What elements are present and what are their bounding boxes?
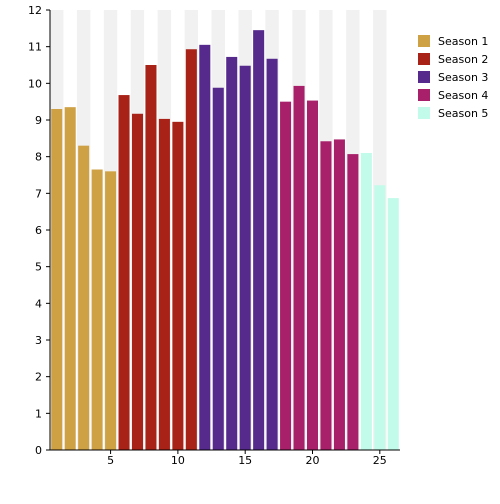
x-tick-label: 10 (171, 454, 185, 467)
bar (306, 100, 319, 451)
bar (293, 85, 305, 451)
y-tick-label: 9 (35, 114, 42, 127)
legend-label: Season 2 (438, 52, 489, 66)
bar (64, 107, 76, 451)
legend-item: Season 5 (418, 104, 488, 122)
legend-swatch (418, 53, 430, 65)
legend-item: Season 3 (418, 68, 488, 86)
y-tick-label: 11 (28, 41, 42, 54)
legend-item: Season 4 (418, 86, 488, 104)
legend-label: Season 5 (438, 106, 489, 120)
y-tick-label: 0 (35, 444, 42, 457)
bar (360, 153, 372, 450)
bar (51, 109, 63, 450)
bar (333, 139, 345, 450)
legend-label: Season 3 (438, 70, 489, 84)
legend-item: Season 1 (418, 32, 488, 50)
legend-swatch (418, 89, 430, 101)
bars (51, 30, 399, 451)
bar (145, 65, 157, 450)
y-tick-label: 5 (35, 261, 42, 274)
bar (105, 171, 117, 451)
bar (199, 44, 211, 450)
x-tick-label: 5 (107, 454, 114, 467)
y-tick-label: 4 (35, 297, 42, 310)
bar (185, 49, 197, 450)
legend-label: Season 1 (438, 34, 489, 48)
legend-swatch (418, 71, 430, 83)
y-tick-label: 1 (35, 407, 42, 420)
y-tick-label: 12 (28, 4, 42, 17)
bar (91, 169, 103, 450)
bar (347, 154, 359, 450)
y-tick-label: 8 (35, 151, 42, 164)
bar (131, 113, 144, 451)
bar (226, 56, 238, 450)
bar (374, 185, 386, 450)
bar (158, 118, 170, 451)
bar (253, 30, 265, 451)
y-tick-label: 7 (35, 187, 42, 200)
y-tick-label: 3 (35, 334, 42, 347)
legend: Season 1 Season 2 Season 3 Season 4 Season 5 (418, 32, 488, 122)
legend-label: Season 4 (438, 88, 489, 102)
legend-item: Season 2 (418, 50, 488, 68)
bar (387, 198, 399, 450)
bar (320, 141, 332, 450)
y-tick-label: 6 (35, 224, 42, 237)
bar (280, 101, 292, 451)
bar (266, 58, 278, 451)
bar (212, 87, 224, 450)
legend-swatch (418, 35, 430, 47)
x-tick-label: 25 (373, 454, 387, 467)
x-tick-label: 15 (238, 454, 252, 467)
legend-swatch (418, 107, 430, 119)
y-tick-label: 2 (35, 371, 42, 384)
bar (118, 95, 130, 451)
y-tick-label: 10 (28, 77, 42, 90)
bar (78, 145, 90, 450)
bar (239, 65, 251, 450)
bar (172, 121, 184, 450)
x-tick-label: 20 (306, 454, 320, 467)
